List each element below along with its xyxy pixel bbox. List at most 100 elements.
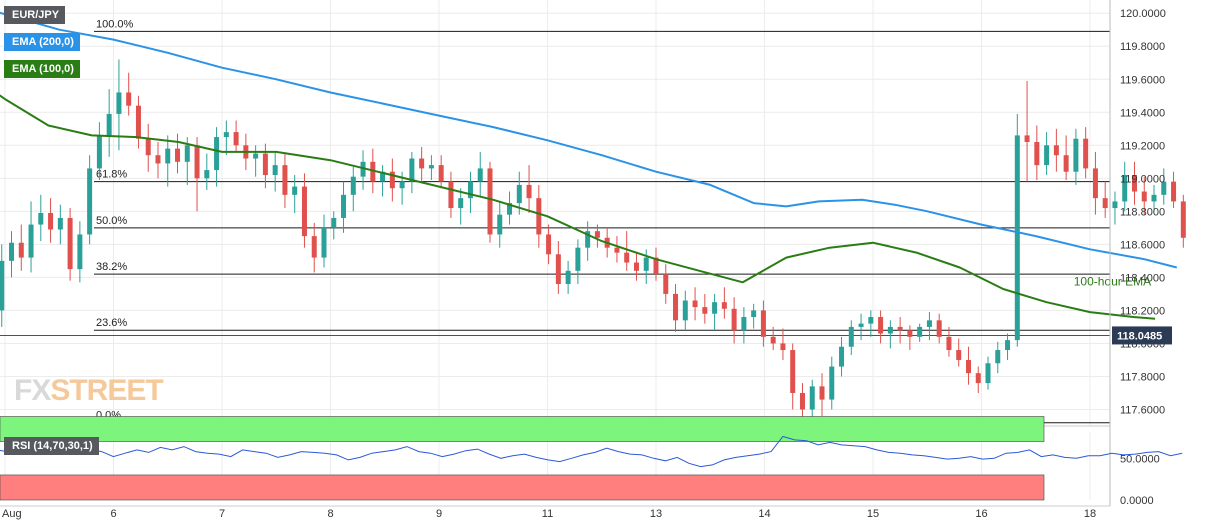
x-tick-label: 16 [975, 508, 987, 520]
candle-down [975, 373, 981, 384]
y-tick-label: 118.8000 [1120, 206, 1165, 218]
x-tick-label: 13 [650, 508, 662, 520]
candle-down [389, 171, 395, 189]
candle-down [1024, 135, 1030, 142]
candle-up [360, 161, 366, 177]
time-axis: Aug 6 7 8 9 11 13 14 15 16 18 [2, 508, 1096, 520]
candle-up [858, 323, 864, 327]
rsi-y-tick-label: 50.0000 [1120, 453, 1160, 465]
candle-down [487, 168, 493, 235]
candle-down [799, 392, 805, 410]
candle-up [751, 310, 757, 318]
y-tick-label: 117.6000 [1120, 404, 1165, 416]
rsi-label: RSI (14,70,30,1) [4, 437, 99, 455]
candle-down [624, 252, 630, 263]
legend-ema200: EMA (200,0) [4, 33, 80, 51]
candle-up [350, 176, 356, 195]
candle-down [155, 155, 161, 164]
candle-down [956, 350, 962, 360]
candle-up [585, 231, 591, 248]
candle-down [1102, 198, 1108, 209]
candle-down [526, 184, 532, 199]
candle-up [1073, 138, 1079, 172]
fib-label: 23.6% [96, 317, 127, 329]
y-tick-label: 120.0000 [1120, 8, 1166, 20]
y-tick-label: 118.4000 [1120, 272, 1165, 284]
candle-up [985, 363, 991, 384]
candle-down [438, 165, 444, 182]
candle-down [878, 317, 884, 334]
candle-up [565, 270, 571, 284]
candle-down [731, 308, 737, 331]
candle-down [897, 326, 903, 331]
candle-down [1063, 155, 1069, 172]
candle-down [370, 161, 376, 182]
candle-down [907, 330, 913, 337]
y-tick-label: 119.4000 [1120, 107, 1165, 119]
rsi-overbought-zone [0, 416, 1045, 442]
instrument-label: EUR/JPY [4, 6, 66, 24]
candle-up [28, 224, 34, 258]
candle-up [887, 326, 893, 334]
ema100-annotation: 100-hour EMA [1074, 275, 1151, 289]
y-tick-label: 119.6000 [1120, 74, 1165, 86]
y-tick-label: 117.8000 [1120, 371, 1165, 383]
candle-up [321, 227, 327, 258]
candle-down [67, 217, 73, 270]
candle-down [692, 300, 698, 308]
legend-ema100: EMA (100,0) [4, 60, 80, 78]
candle-down [790, 350, 796, 393]
candle-up [507, 203, 513, 215]
y-tick-label: 119.8000 [1120, 41, 1165, 53]
annotations: 200-hour EMA100-hour EMA [1074, 275, 1151, 289]
candle-up [57, 217, 63, 230]
candle-down [546, 234, 552, 255]
candle-down [126, 92, 132, 106]
fib-label: 61.8% [96, 169, 127, 181]
candle-up [214, 137, 220, 171]
candle-up [467, 181, 473, 199]
candle-down [936, 320, 942, 337]
fib-label: 38.2% [96, 261, 127, 273]
candle-down [555, 254, 561, 284]
candle-up [1005, 340, 1011, 351]
candle-down [48, 213, 54, 230]
candle-down [663, 274, 669, 294]
y-tick-label: 119.0000 [1120, 173, 1165, 185]
candle-down [614, 247, 620, 253]
candle-down [262, 153, 268, 176]
fib-label: 50.0% [96, 215, 127, 227]
candle-up [682, 300, 688, 321]
candle-down [1034, 142, 1040, 166]
price-axis: 120.0000 119.8000 119.6000 119.4000 119.2000… [1109, 0, 1172, 506]
candle-up [96, 135, 102, 169]
candle-up [409, 158, 415, 182]
candle-up [204, 170, 210, 179]
x-tick-label: 9 [436, 508, 442, 520]
candle-down [282, 165, 288, 195]
ema-lines [0, 11, 1178, 320]
candle-down [1171, 181, 1177, 202]
candle-down [145, 138, 151, 156]
candle-up [829, 366, 835, 400]
candle-up [77, 234, 83, 270]
candle-down [194, 145, 200, 179]
candle-up [458, 198, 464, 209]
x-tick-label: 6 [110, 508, 116, 520]
candle-up [1161, 181, 1167, 195]
candle-up [223, 132, 229, 138]
rsi-panel: 50.0000 0.0000 [0, 416, 1183, 507]
candle-down [1180, 201, 1186, 238]
candle-up [331, 217, 337, 228]
candle-up [497, 214, 503, 235]
candle-up [839, 346, 845, 367]
candle-up [516, 184, 522, 204]
candle-up [477, 168, 483, 182]
y-tick-label: 118.6000 [1120, 239, 1165, 251]
candle-down [175, 148, 181, 162]
candle-up [926, 320, 932, 327]
candle-down [233, 132, 239, 146]
rsi-line [0, 435, 1183, 468]
candle-up [1151, 194, 1157, 202]
candle-down [594, 231, 600, 238]
